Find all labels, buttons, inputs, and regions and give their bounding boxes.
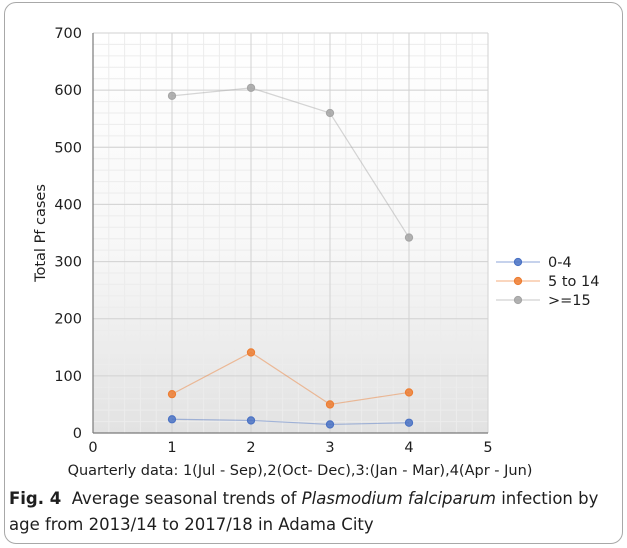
series-line [171, 351, 410, 406]
y-tick-labels: 0 100 200 300 400 500 600 700 [54, 26, 82, 442]
x-tick-label: 3 [325, 440, 334, 456]
legend-marker [513, 257, 523, 267]
x-axis-label: Quarterly data: 1(Jul - Sep),2(Oct- Dec)… [68, 463, 533, 479]
y-tick-label: 400 [54, 197, 82, 213]
figure-frame [4, 2, 623, 544]
data-point [325, 400, 335, 409]
y-tick-label: 600 [54, 83, 82, 99]
data-point [404, 388, 414, 397]
figure-label: Fig. 4 [9, 489, 62, 508]
series-layer [167, 83, 414, 429]
data-point [167, 389, 177, 399]
legend-marker [513, 295, 523, 305]
y-tick-label: 100 [54, 369, 82, 385]
y-tick-label: 700 [54, 26, 82, 42]
data-point [325, 108, 335, 118]
line-chart: 0 1 2 3 4 5 0 100 200 300 400 500 600 700 0-4 5 to 14… [33, 26, 599, 479]
data-point [167, 415, 177, 424]
figure-caption: Fig. 4 Average seasonal trends of Plasmo… [9, 486, 609, 538]
legend-label: 5 to 14 [548, 274, 599, 290]
data-point [325, 420, 335, 429]
data-point [246, 83, 256, 93]
axes [92, 33, 488, 434]
plot-area [93, 33, 488, 433]
x-tick-labels: 0 1 2 3 4 5 [88, 440, 492, 456]
x-tick-label: 1 [167, 440, 176, 456]
x-tick-label: 5 [483, 440, 492, 456]
data-point [404, 233, 414, 242]
caption-text-before: Average seasonal trends of [71, 489, 302, 508]
data-point [246, 348, 256, 357]
legend: 0-4 5 to 14 >=15 [496, 255, 599, 309]
legend-label: >=15 [548, 293, 591, 309]
y-axis-label: Total Pf cases [33, 184, 49, 283]
series-line [171, 418, 410, 426]
data-point [404, 418, 414, 427]
y-tick-label: 0 [73, 426, 82, 442]
y-tick-label: 200 [54, 312, 82, 328]
data-point [167, 91, 177, 101]
legend-marker [513, 276, 523, 286]
x-tick-label: 4 [404, 440, 413, 456]
x-tick-label: 2 [246, 440, 255, 456]
data-point [246, 416, 256, 425]
x-tick-label: 0 [88, 440, 97, 456]
caption-species: Plasmodium falciparum [301, 489, 496, 508]
y-tick-label: 500 [54, 140, 82, 156]
y-tick-label: 300 [54, 255, 82, 271]
caption-text-after: infection by age from 2013/14 to 2017/18… [9, 489, 599, 534]
legend-label: 0-4 [548, 255, 572, 271]
series-line [171, 87, 410, 238]
